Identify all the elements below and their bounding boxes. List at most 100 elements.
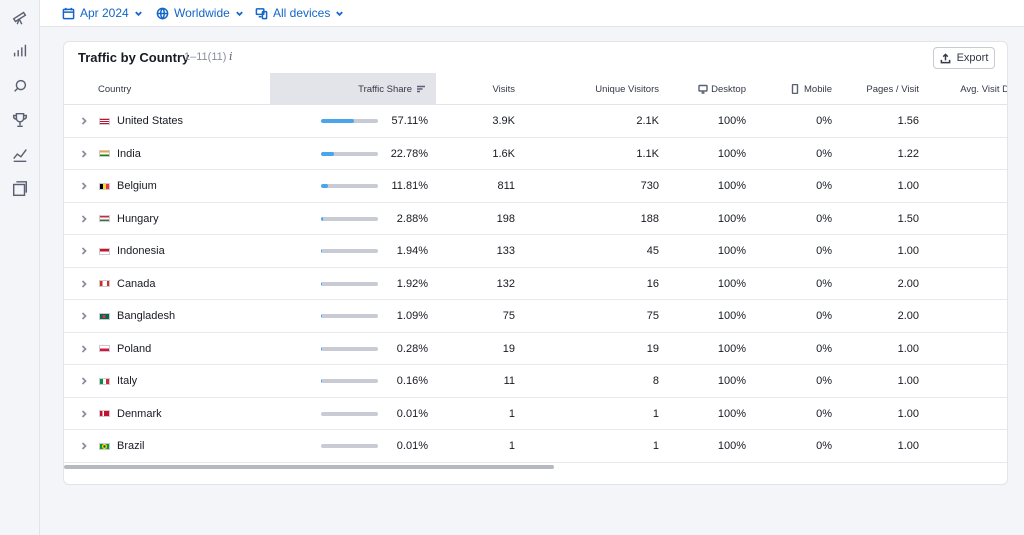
country-cell[interactable]: Canada bbox=[99, 268, 156, 300]
traffic-share-value: 2.88% bbox=[396, 212, 428, 225]
country-cell[interactable]: Brazil bbox=[99, 430, 145, 462]
traffic-share-value: 0.28% bbox=[396, 342, 428, 355]
table-row[interactable]: United States 57.11% 3.9K 2.1K 100% 0% 1.56 bbox=[64, 105, 1007, 138]
expand-row-button[interactable] bbox=[80, 365, 88, 397]
unique-visitors-value: 188 bbox=[640, 212, 659, 225]
country-name: India bbox=[117, 147, 141, 160]
pages-icon[interactable] bbox=[10, 179, 30, 199]
unique-visitors-value: 730 bbox=[640, 180, 659, 192]
traffic-share-bar bbox=[321, 300, 378, 332]
sort-icon bbox=[417, 85, 425, 93]
column-pages-visit[interactable]: Pages / Visit bbox=[866, 83, 919, 95]
traffic-share-value: 1.94% bbox=[396, 245, 428, 257]
desktop-value: 100% bbox=[717, 180, 746, 192]
desktop-value: 100% bbox=[717, 407, 746, 420]
column-desktop[interactable]: Desktop bbox=[659, 73, 746, 105]
visits-value: 11 bbox=[503, 375, 515, 387]
traffic-share-bar bbox=[321, 170, 378, 202]
share-bar-track bbox=[321, 249, 378, 253]
expand-row-button[interactable] bbox=[80, 430, 88, 462]
trophy-icon[interactable] bbox=[10, 110, 30, 130]
chevron-right-icon bbox=[81, 149, 87, 158]
unique-visitors-value: 2.1K bbox=[636, 115, 659, 127]
expand-row-button[interactable] bbox=[80, 300, 88, 332]
country-cell[interactable]: Poland bbox=[99, 333, 151, 365]
table-row[interactable]: Bangladesh 1.09% 75 75 100% 0% 2.00 bbox=[64, 300, 1007, 333]
traffic-share-value: 57.11% bbox=[391, 115, 429, 127]
trend-chart-icon[interactable] bbox=[10, 145, 30, 165]
bar-chart-icon[interactable] bbox=[10, 41, 30, 61]
pages-visit-value: 1.00 bbox=[897, 180, 919, 192]
country-cell[interactable]: Bangladesh bbox=[99, 300, 175, 332]
pages-visit-value: 1.00 bbox=[897, 440, 919, 452]
export-button[interactable]: Export bbox=[933, 47, 995, 69]
expand-row-button[interactable] bbox=[80, 138, 88, 170]
visits-value: 133 bbox=[496, 245, 515, 257]
unique-visitors-value: 1 bbox=[652, 440, 659, 452]
mobile-value: 0% bbox=[816, 115, 832, 127]
telescope-icon[interactable] bbox=[10, 7, 30, 27]
table-row[interactable]: Denmark 0.01% 1 1 100% 0% 1.00 bbox=[64, 398, 1007, 430]
devices-filter[interactable]: All devices bbox=[255, 4, 344, 22]
pages-visit-value: 2.00 bbox=[897, 277, 919, 290]
column-visits[interactable]: Visits bbox=[492, 83, 515, 95]
chevron-down-icon bbox=[336, 11, 344, 16]
devices-icon bbox=[255, 7, 268, 19]
country-cell[interactable]: United States bbox=[99, 105, 183, 137]
column-mobile[interactable]: Mobile bbox=[746, 73, 832, 105]
table-row[interactable]: Belgium 11.81% 811 730 100% 0% 1.00 bbox=[64, 170, 1007, 203]
table-row[interactable]: Indonesia 1.94% 133 45 100% 0% 1.00 bbox=[64, 235, 1007, 268]
date-filter[interactable]: Apr 2024 bbox=[62, 4, 143, 22]
devices-filter-label: All devices bbox=[273, 6, 331, 20]
flag-icon bbox=[99, 215, 110, 222]
country-cell[interactable]: India bbox=[99, 138, 141, 170]
column-traffic-share[interactable]: Traffic Share bbox=[270, 73, 436, 105]
traffic-share-value: 22.78% bbox=[390, 147, 428, 160]
expand-row-button[interactable] bbox=[80, 398, 88, 430]
country-cell[interactable]: Italy bbox=[99, 365, 137, 397]
flag-icon bbox=[99, 247, 110, 255]
mobile-value: 0% bbox=[816, 147, 832, 160]
traffic-share-value: 0.01% bbox=[396, 407, 428, 420]
mobile-value: 0% bbox=[816, 245, 832, 257]
pages-visit-value: 1.00 bbox=[897, 375, 919, 387]
visits-value: 132 bbox=[496, 277, 515, 290]
horizontal-scrollbar[interactable] bbox=[64, 465, 554, 469]
rocket-icon[interactable] bbox=[10, 76, 30, 96]
unique-visitors-value: 1 bbox=[652, 407, 659, 420]
share-bar-track bbox=[321, 314, 378, 318]
column-country[interactable]: Country bbox=[98, 83, 132, 95]
visits-value: 1.6K bbox=[492, 147, 515, 160]
expand-row-button[interactable] bbox=[80, 105, 88, 137]
country-cell[interactable]: Hungary bbox=[99, 203, 159, 235]
column-avg-visit[interactable]: Avg. Visit D bbox=[960, 83, 1008, 95]
table-row[interactable]: Poland 0.28% 19 19 100% 0% 1.00 bbox=[64, 333, 1007, 365]
expand-row-button[interactable] bbox=[80, 170, 88, 202]
chevron-down-icon bbox=[235, 11, 243, 16]
share-bar-fill bbox=[321, 151, 334, 156]
column-desktop-label: Desktop bbox=[711, 83, 746, 95]
country-cell[interactable]: Belgium bbox=[99, 170, 157, 202]
expand-row-button[interactable] bbox=[80, 203, 88, 235]
traffic-share-bar bbox=[321, 365, 378, 397]
table-row[interactable]: Hungary 2.88% 198 188 100% 0% 1.50 bbox=[64, 203, 1007, 235]
unique-visitors-value: 75 bbox=[646, 310, 659, 322]
expand-row-button[interactable] bbox=[80, 268, 88, 300]
share-bar-track bbox=[321, 379, 378, 383]
mobile-value: 0% bbox=[816, 277, 832, 290]
country-cell[interactable]: Indonesia bbox=[99, 235, 165, 267]
info-icon[interactable]: i bbox=[229, 50, 233, 63]
column-unique-visitors[interactable]: Unique Visitors bbox=[595, 83, 659, 95]
table-row[interactable]: India 22.78% 1.6K 1.1K 100% 0% 1.22 bbox=[64, 138, 1007, 170]
country-name: Hungary bbox=[117, 212, 159, 225]
visits-value: 1 bbox=[508, 440, 515, 452]
expand-row-button[interactable] bbox=[80, 333, 88, 365]
table-row[interactable]: Brazil 0.01% 1 1 100% 0% 1.00 bbox=[64, 430, 1007, 463]
table-row[interactable]: Italy 0.16% 11 8 100% 0% 1.00 bbox=[64, 365, 1007, 398]
region-filter[interactable]: Worldwide bbox=[156, 4, 244, 22]
share-bar-fill bbox=[321, 281, 323, 286]
country-cell[interactable]: Denmark bbox=[99, 398, 162, 430]
flag-icon bbox=[99, 442, 110, 450]
table-row[interactable]: Canada 1.92% 132 16 100% 0% 2.00 bbox=[64, 268, 1007, 300]
expand-row-button[interactable] bbox=[80, 235, 88, 267]
